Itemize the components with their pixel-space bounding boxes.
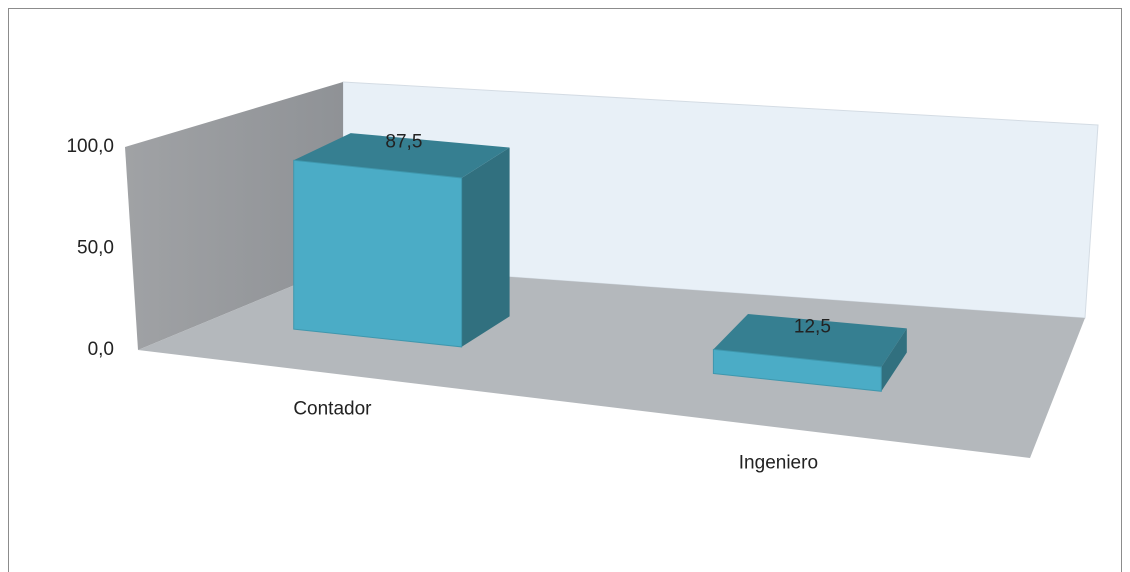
y-tick-label: 0,0 <box>88 339 114 360</box>
bar-side <box>881 328 907 392</box>
x-tick-label: Contador <box>293 399 372 420</box>
data-label: 12,5 <box>794 317 831 338</box>
side-wall <box>125 82 343 350</box>
bar <box>293 159 463 348</box>
bar-top <box>713 314 907 368</box>
y-tick-label: 50,0 <box>77 238 114 259</box>
x-tick-label: Ingeniero <box>739 453 818 474</box>
bar-top <box>293 133 510 178</box>
y-tick-label: 100,0 <box>66 136 114 157</box>
bar-side <box>461 147 510 347</box>
bar <box>712 348 882 392</box>
data-label: 87,5 <box>385 132 422 153</box>
